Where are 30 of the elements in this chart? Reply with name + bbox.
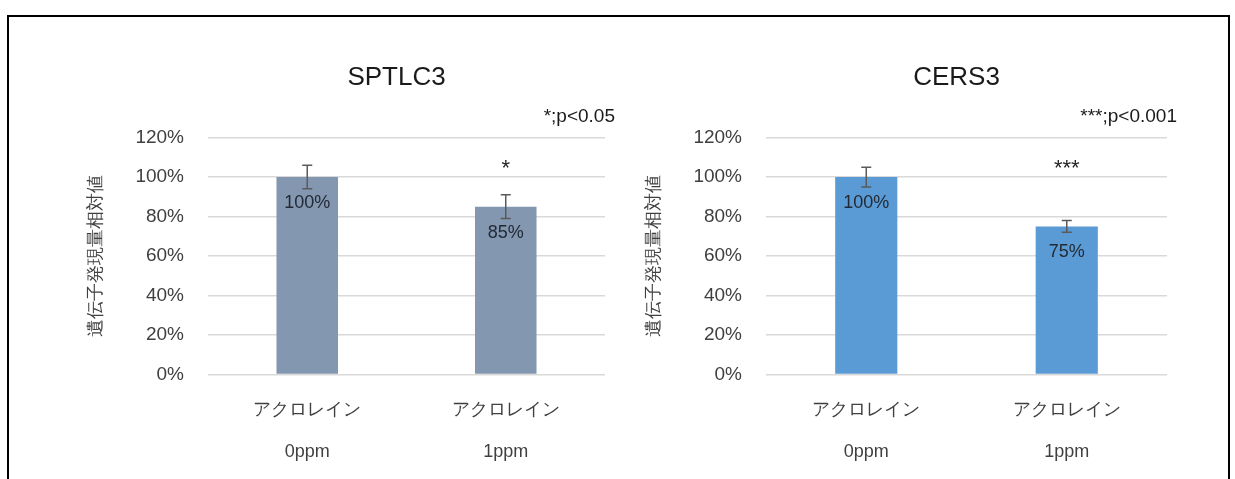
y-tick-label: 60% [145,244,185,266]
y-tick-label: 80% [703,204,743,226]
text: ***;p<0.001 [1080,104,1177,126]
y-axis-title: 遺伝子発現量相対値 [84,175,105,337]
category-label: アクロレイン 1ppm [451,398,560,461]
y-tick-label: 20% [145,323,185,345]
data-label: 100% [284,191,331,212]
category-label: アクロレイン 0ppm [812,398,921,461]
y-tick-label: 20% [703,323,743,345]
category-label: アクロレイン 1ppm [1012,398,1121,461]
y-tick-label: 0% [714,362,743,384]
y-tick-label: 120% [693,125,743,147]
data-label: 75% [1048,241,1085,262]
category-label: アクロレイン 0ppm [253,398,362,461]
y-tick-label: 100% [135,165,185,187]
y-tick-label: 60% [703,244,743,266]
y-tick-label: 80% [145,204,185,226]
annotation: * [501,154,511,180]
chart-title: CERS3 [913,61,1000,92]
y-tick-label: 120% [135,125,185,147]
data-label: 100% [843,191,890,212]
y-tick-label: 0% [156,362,185,384]
y-axis-title: 遺伝子発現量相対値 [642,175,663,337]
y-tick-label: 100% [693,165,743,187]
data-label: 85% [487,221,524,242]
y-tick-label: 40% [145,283,185,305]
y-tick-label: 40% [703,283,743,305]
text: *;p<0.05 [543,104,615,126]
chart-title: SPTLC3 [347,61,446,92]
annotation: *** [1053,154,1081,180]
